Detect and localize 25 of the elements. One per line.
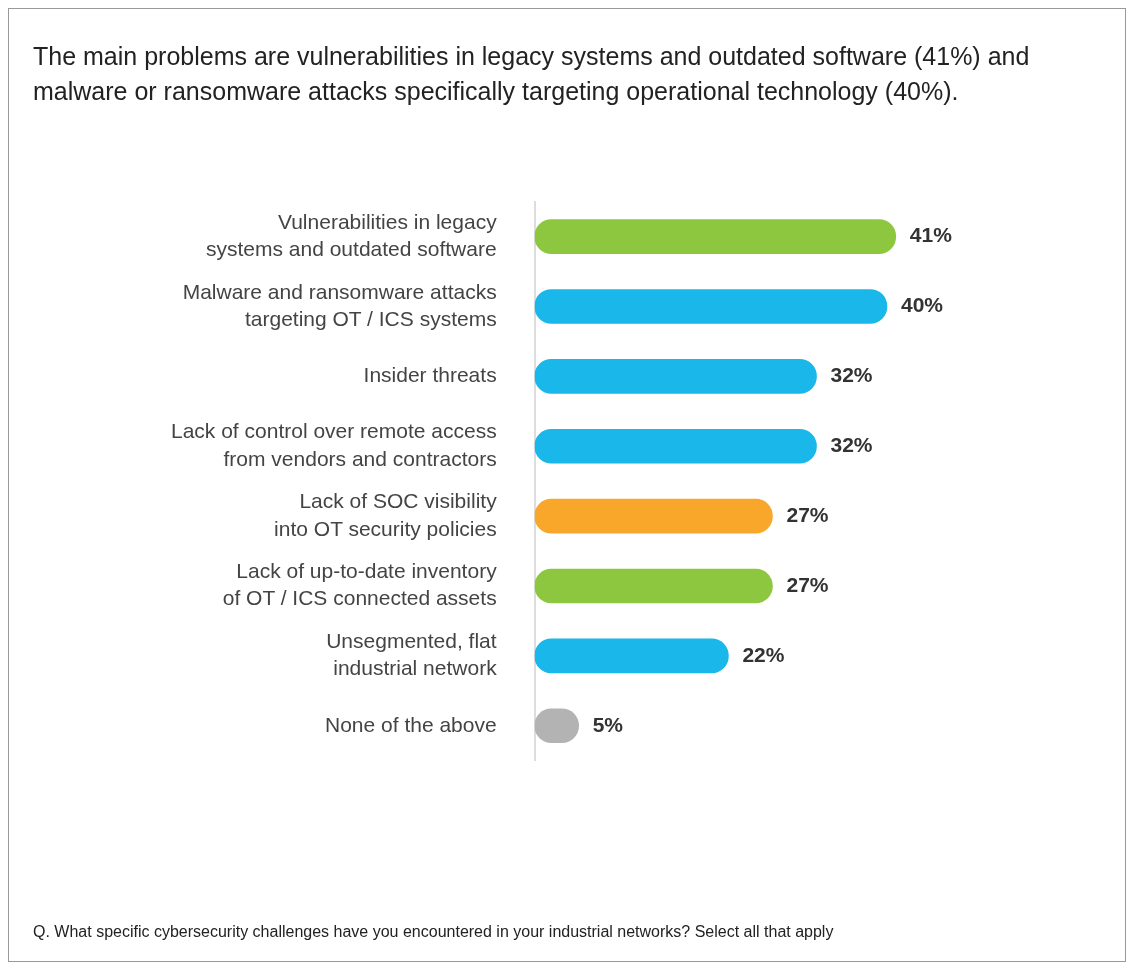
bar <box>534 428 817 464</box>
data-label: 22% <box>742 642 785 666</box>
chart-title: The main problems are vulnerabilities in legacy systems and outdated software (41%) and malware or ransomware attacks specifically targeting operational technology (40%). <box>32 41 1031 107</box>
bar <box>534 289 888 324</box>
bar <box>534 638 729 674</box>
text: Q. What specific cybersecurity challenges have you encountered in your industrial networks? Select all that apply <box>33 923 834 941</box>
y-tick-label: Lack of control over remote access from vendors and contractors <box>170 419 497 470</box>
bar <box>534 359 817 394</box>
bar <box>534 568 773 604</box>
y-tick-label: Lack of SOC visibility into OT security policies <box>274 489 498 540</box>
y-tick-label: Lack of up-to-date inventory of OT / ICS connected assets <box>222 559 498 610</box>
y-tick-label: Malware and ransomware attacks targeting OT / ICS systems <box>182 279 497 330</box>
data-label: 41% <box>909 223 953 247</box>
y-tick-label: Insider threats <box>363 363 497 387</box>
bar <box>534 498 773 534</box>
y-tick-label: None of the above <box>325 712 497 736</box>
data-label: 27% <box>786 502 829 526</box>
y-tick-label: Vulnerabilities in legacy systems and outdated software <box>205 209 498 261</box>
data-label: 32% <box>830 363 873 387</box>
bar <box>534 219 897 254</box>
data-label: 40% <box>900 293 944 317</box>
data-label: 27% <box>786 572 829 596</box>
y-tick-label: Unsegmented, flat industrial network <box>326 629 498 680</box>
data-label: 32% <box>830 433 873 457</box>
data-label: 5% <box>592 712 624 736</box>
